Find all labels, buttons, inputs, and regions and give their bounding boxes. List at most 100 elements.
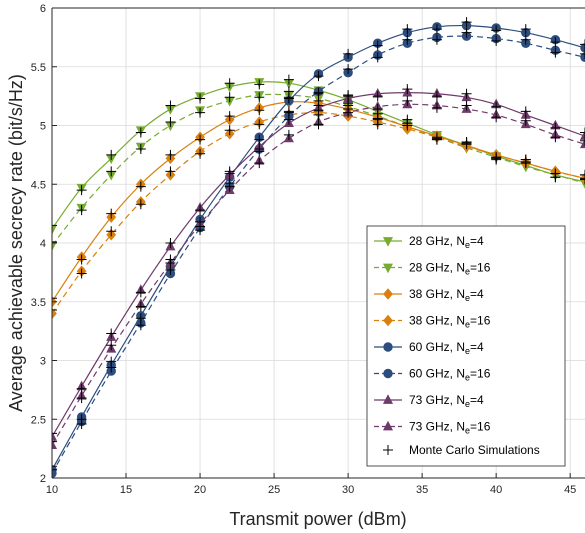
monte-carlo-point: [165, 149, 176, 160]
legend-label: Monte Carlo Simulations: [409, 443, 540, 457]
x-tick-label: 15: [120, 484, 132, 496]
monte-carlo-point: [491, 101, 502, 112]
y-tick-label: 2: [40, 473, 46, 485]
monte-carlo-point: [313, 105, 324, 116]
monte-carlo-point: [165, 100, 176, 111]
monte-carlo-point: [343, 104, 354, 115]
legend-entry: 60 GHz, Ne=16: [374, 367, 491, 383]
monte-carlo-point: [580, 173, 585, 184]
monte-carlo-point: [195, 134, 206, 145]
legend-label: 73 GHz, Ne=4: [409, 393, 484, 409]
legend-label: 28 GHz, Ne=16: [409, 261, 491, 277]
monte-carlo-point: [313, 88, 324, 99]
legend-entry: 38 GHz, Ne=4: [374, 287, 484, 303]
monte-carlo-point: [431, 91, 442, 102]
data-point: [52, 439, 58, 449]
monte-carlo-point: [52, 428, 57, 439]
monte-carlo-point: [343, 89, 354, 100]
legend-entry: 38 GHz, Ne=16: [374, 314, 491, 330]
monte-carlo-point: [195, 93, 206, 104]
monte-carlo-point: [520, 106, 531, 117]
monte-carlo-point: [254, 92, 265, 103]
legend-entry: 28 GHz, Ne=4: [374, 234, 484, 250]
monte-carlo-point: [461, 100, 472, 111]
monte-carlo-point: [195, 221, 206, 232]
legend-entry: 73 GHz, Ne=4: [374, 393, 484, 409]
monte-carlo-point: [52, 461, 57, 472]
monte-carlo-point: [402, 24, 413, 35]
monte-carlo-point: [431, 134, 442, 145]
legend-marker: [382, 237, 394, 247]
monte-carlo-point: [491, 152, 502, 163]
monte-carlo-point: [402, 95, 413, 106]
data-point: [52, 241, 58, 252]
monte-carlo-point: [106, 166, 117, 177]
legend-marker: [382, 420, 394, 431]
monte-carlo-point: [461, 17, 472, 28]
monte-carlo-point: [520, 115, 531, 126]
x-tick-label: 40: [490, 484, 502, 496]
monte-carlo-point: [431, 24, 442, 35]
monte-carlo-point: [283, 74, 294, 85]
legend-marker: [382, 394, 394, 404]
monte-carlo-point: [165, 116, 176, 127]
monte-carlo-point: [580, 135, 585, 146]
monte-carlo-point: [52, 464, 57, 475]
legend-label: 60 GHz, Ne=4: [409, 340, 484, 356]
monte-carlo-point: [402, 84, 413, 95]
monte-carlo-point: [431, 102, 442, 113]
monte-carlo-point: [283, 92, 294, 103]
monte-carlo-point: [461, 27, 472, 38]
x-tick-label: 20: [194, 484, 206, 496]
monte-carlo-point: [550, 37, 561, 48]
monte-carlo-point: [76, 254, 87, 265]
data-point: [52, 307, 57, 320]
monte-carlo-point: [550, 132, 561, 143]
y-tick-label: 4: [40, 238, 46, 250]
monte-carlo-point: [283, 114, 294, 125]
data-point: [580, 43, 585, 53]
monte-carlo-point: [402, 34, 413, 45]
monte-carlo-point: [313, 71, 324, 82]
monte-carlo-point: [254, 134, 265, 145]
monte-carlo-point: [372, 119, 383, 130]
monte-carlo-point: [165, 166, 176, 177]
monte-carlo-point: [165, 254, 176, 265]
monte-carlo-point: [520, 154, 531, 165]
monte-carlo-point: [135, 320, 146, 331]
data-point: [52, 225, 58, 235]
monte-carlo-point: [106, 226, 117, 237]
x-axis-label: Transmit power (dBm): [229, 509, 406, 529]
monte-carlo-point: [491, 35, 502, 46]
y-axis-label: Average achievable secrecy rate (bit/s/H…: [6, 74, 26, 412]
monte-carlo-point: [52, 293, 57, 304]
monte-carlo-point: [580, 39, 585, 50]
monte-carlo-point: [135, 301, 146, 312]
axes: 10 15 20 25 30 35 40 45 2 2.5 3 3.5 4 4.5 5 5.5 6: [31, 3, 585, 496]
monte-carlo-point: [343, 64, 354, 75]
monte-carlo-point: [343, 48, 354, 59]
monte-carlo-point: [76, 205, 87, 216]
legend-entry-monte-carlo: Monte Carlo Simulations: [383, 443, 540, 457]
monte-carlo-point: [135, 127, 146, 138]
monte-carlo-point: [76, 418, 87, 429]
monte-carlo-point: [135, 287, 146, 298]
monte-carlo-point: [372, 91, 383, 102]
monte-carlo-point: [224, 111, 235, 122]
monte-carlo-point: [106, 328, 117, 339]
monte-carlo-markers: [52, 17, 585, 475]
monte-carlo-point: [550, 168, 561, 179]
monte-carlo-point: [195, 205, 206, 216]
monte-carlo-point: [550, 122, 561, 133]
monte-carlo-point: [224, 78, 235, 89]
monte-carlo-point: [402, 120, 413, 131]
monte-carlo-point: [135, 144, 146, 154]
monte-carlo-point: [76, 268, 87, 279]
monte-carlo-point: [106, 340, 117, 351]
monte-carlo-point: [224, 92, 235, 103]
monte-carlo-point: [76, 383, 87, 394]
data-point: [579, 138, 585, 149]
monte-carlo-point: [254, 144, 265, 154]
y-tick-label: 6: [40, 3, 46, 15]
